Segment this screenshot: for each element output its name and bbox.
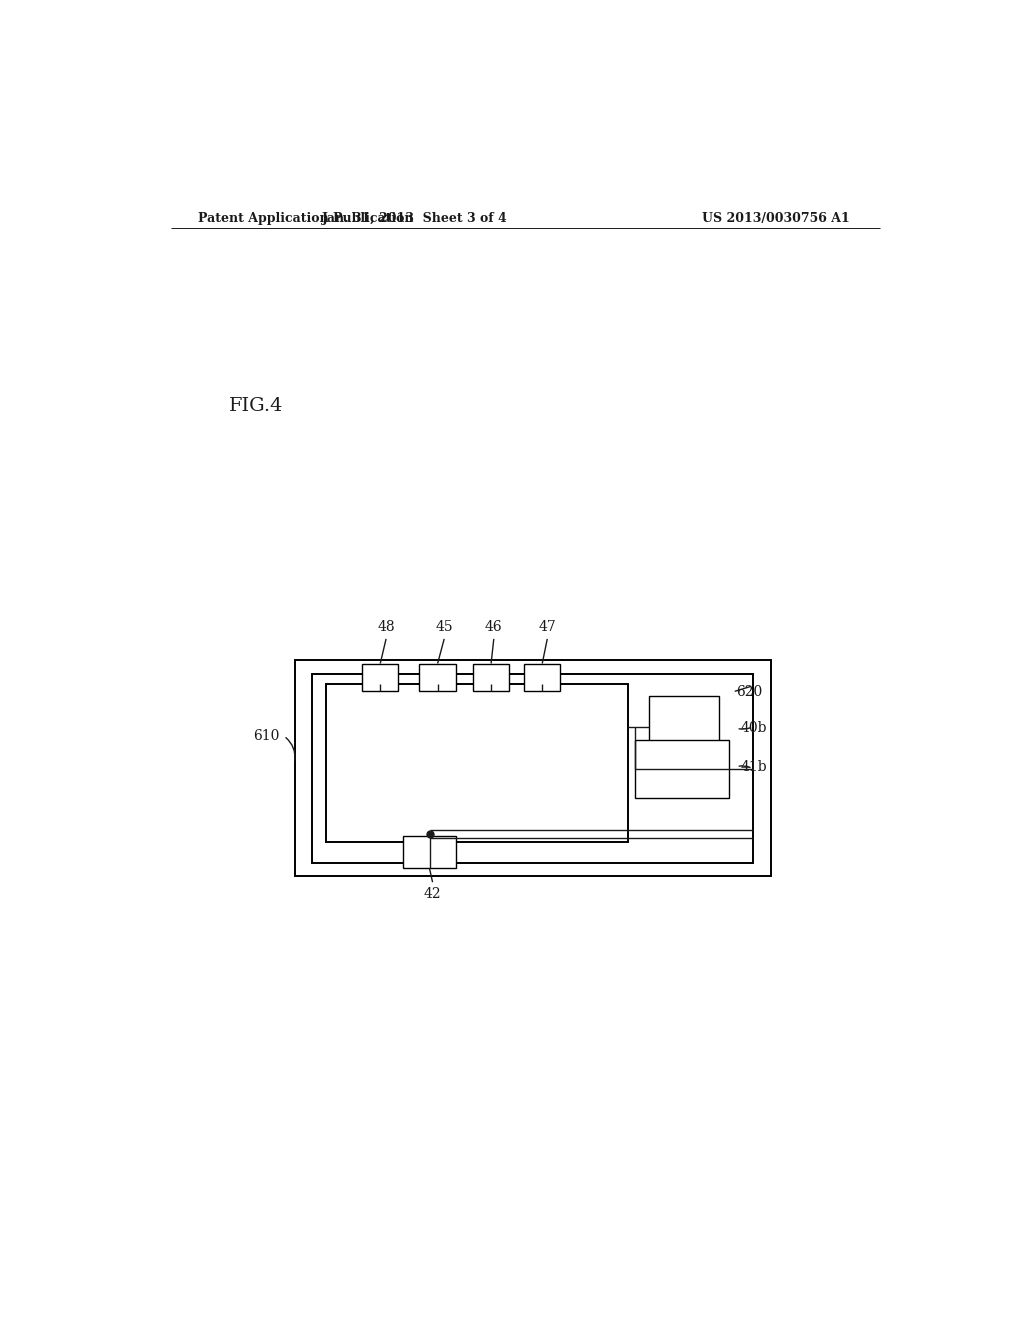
Text: 40b: 40b — [740, 721, 767, 735]
Bar — [295, 660, 771, 876]
Bar — [524, 664, 560, 692]
Bar — [635, 739, 729, 797]
Bar — [403, 836, 456, 869]
Text: FIG.4: FIG.4 — [228, 397, 284, 414]
Bar — [362, 664, 398, 692]
Text: 41b: 41b — [740, 760, 767, 774]
Text: 620: 620 — [736, 685, 763, 700]
Bar — [312, 675, 753, 863]
Bar — [473, 664, 509, 692]
Text: Jan. 31, 2013  Sheet 3 of 4: Jan. 31, 2013 Sheet 3 of 4 — [322, 213, 508, 224]
Text: 610: 610 — [254, 729, 280, 743]
Text: 45: 45 — [435, 620, 453, 635]
Bar — [420, 664, 456, 692]
Text: US 2013/0030756 A1: US 2013/0030756 A1 — [701, 213, 849, 224]
Text: 47: 47 — [539, 620, 556, 635]
Text: Patent Application Publication: Patent Application Publication — [198, 213, 414, 224]
Text: 42: 42 — [424, 887, 441, 900]
Text: 46: 46 — [485, 620, 503, 635]
Text: 48: 48 — [377, 620, 395, 635]
Bar — [649, 696, 719, 758]
Bar — [326, 684, 628, 842]
